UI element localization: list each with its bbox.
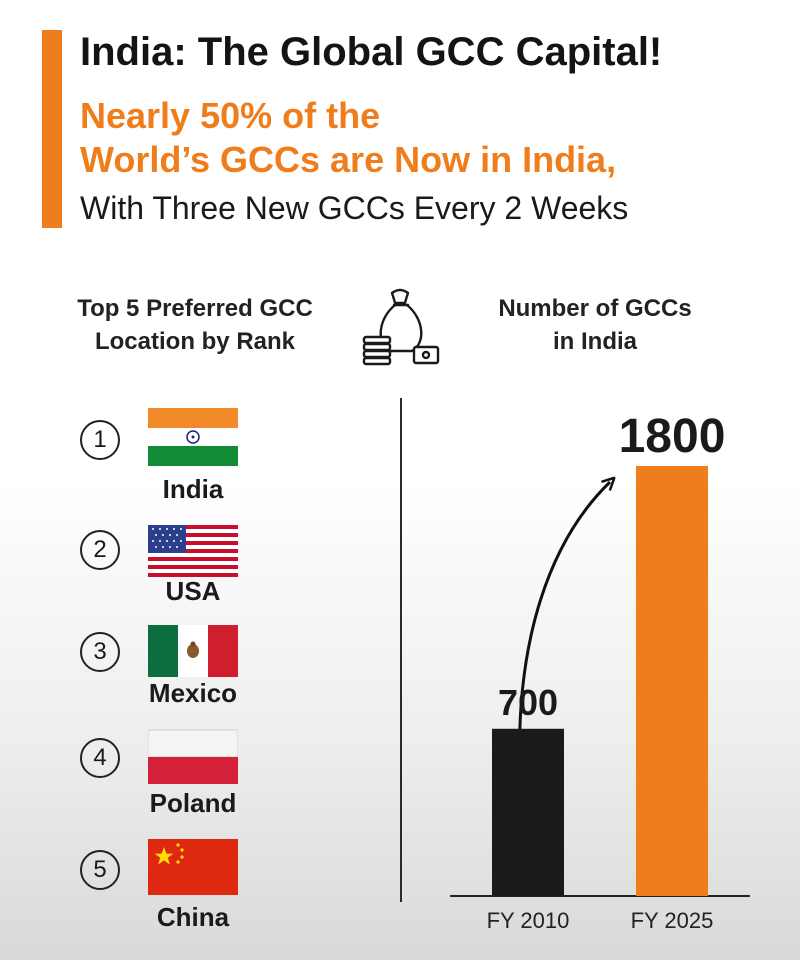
bar-fy-2010: [492, 728, 564, 896]
rank-row-usa: 2 USA: [0, 518, 400, 628]
data-label: 1800: [619, 410, 726, 463]
ranking-heading: Top 5 Preferred GCC Location by Rank: [40, 292, 350, 358]
accent-bar: [42, 30, 62, 228]
rank-row-india: 1 India: [0, 402, 400, 512]
x-tick-label: FY 2025: [631, 908, 714, 933]
india-flag-icon: [148, 408, 238, 466]
tagline: With Three New GCCs Every 2 Weeks: [80, 190, 629, 226]
rank-row-china: 5 China: [0, 836, 400, 946]
page-subtitle: Nearly 50% of the World’s GCCs are Now i…: [80, 94, 616, 182]
ranking-heading-line-2: Location by Rank: [94, 328, 296, 355]
country-label: China: [156, 902, 230, 932]
chart-heading-line-2: in India: [553, 328, 637, 355]
growth-arrow-icon: [518, 482, 610, 776]
ranking-heading-line-1: Top 5 Preferred GCC: [77, 295, 313, 322]
rank-badge: 4: [80, 738, 120, 778]
rank-badge: 1: [80, 420, 120, 460]
rank-badge: 2: [80, 530, 120, 570]
china-flag-icon: [148, 839, 238, 895]
rank-row-mexico: 3 Mexico: [0, 620, 400, 730]
rank-badge: 3: [80, 632, 120, 672]
usa-flag-icon: [148, 525, 238, 577]
country-label: Poland: [149, 788, 237, 818]
mexico-flag-icon: [148, 625, 238, 677]
country-label: Mexico: [148, 678, 238, 708]
poland-flag-icon: [148, 729, 238, 784]
column-divider: [400, 398, 402, 902]
country-label: India: [162, 474, 224, 504]
chart-heading-line-1: Number of GCCs: [498, 295, 692, 322]
chart-heading: Number of GCCs in India: [450, 292, 740, 358]
rank-row-poland: 4 Poland: [0, 728, 400, 838]
money-bag-icon: [362, 288, 440, 366]
gcc-bar-chart: 700 FY 2010 1800 FY 2025: [450, 410, 750, 933]
bar-fy-2025: [636, 466, 708, 896]
subtitle-line-1: Nearly 50% of the: [80, 95, 381, 136]
country-label: USA: [165, 576, 221, 606]
data-label: 700: [498, 682, 558, 723]
x-tick-label: FY 2010: [487, 908, 570, 933]
rank-badge: 5: [80, 850, 120, 890]
subtitle-line-2: World’s GCCs are Now in India,: [80, 139, 617, 180]
page-title: India: The Global GCC Capital!: [80, 30, 663, 74]
